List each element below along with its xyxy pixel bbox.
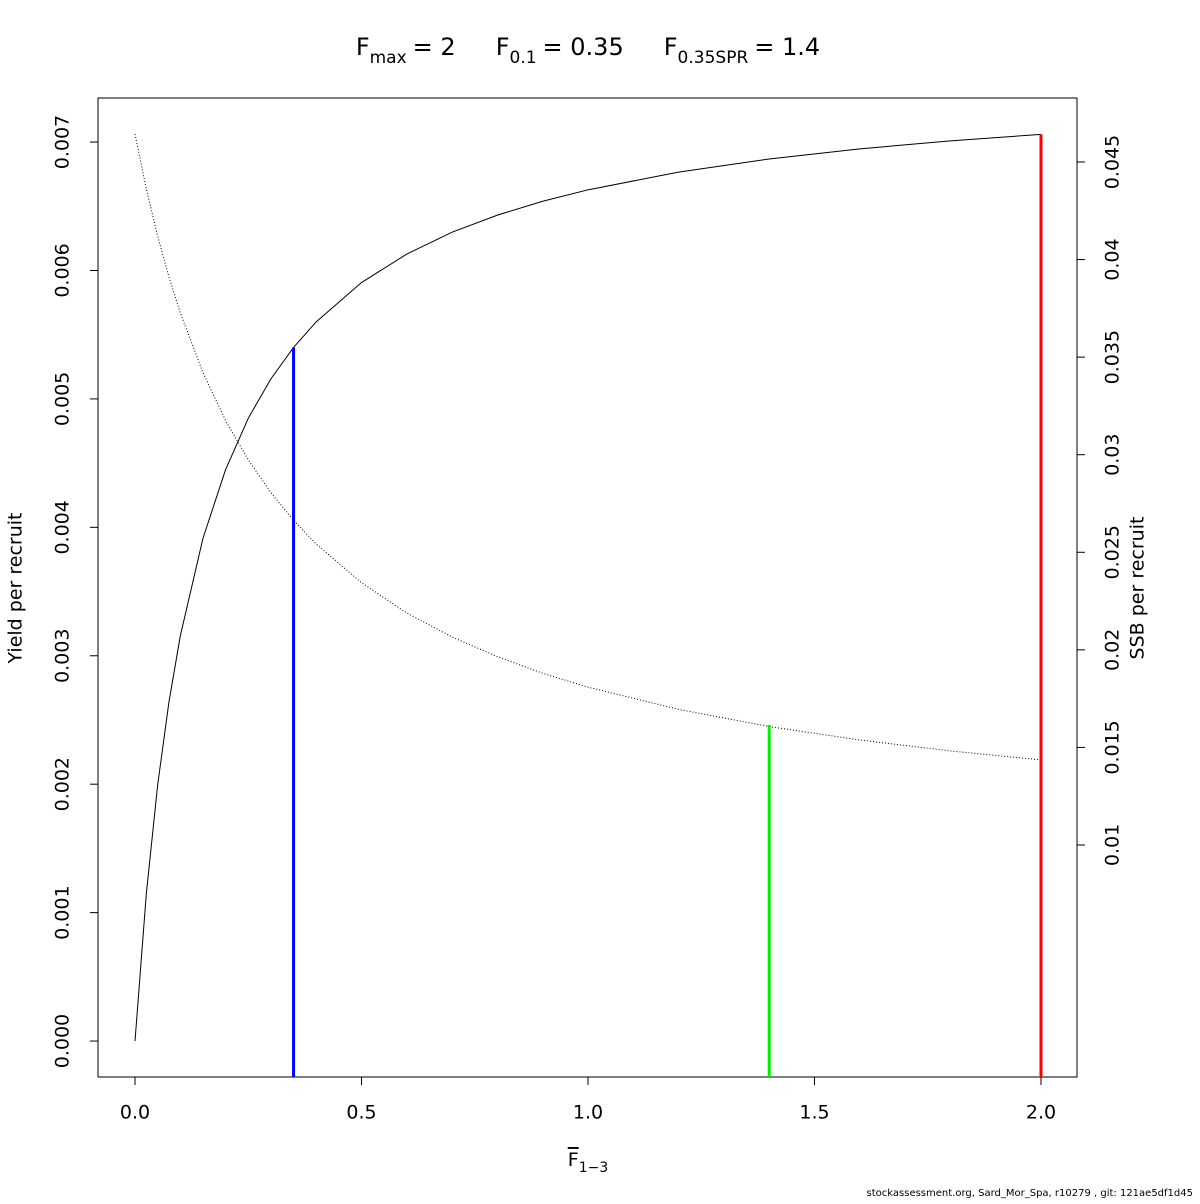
y-tick-label: 0.006 [52, 243, 74, 297]
y-tick-label: 0.002 [52, 757, 74, 811]
series-line [134, 133, 1042, 1042]
footer: stockassessment.org, Sard_Mor_Spa, r1027… [867, 1188, 1193, 1199]
chart-title: Fmax = 2 F0.1 = 0.35 F0.35SPR = 1.4 [356, 33, 820, 68]
title-subscript: max [370, 48, 407, 68]
y-tick-label: 0.005 [52, 372, 74, 426]
y2-tick-label: 0.025 [1102, 525, 1124, 579]
x-label-symbol: F [568, 1149, 579, 1171]
title-symbol: F [664, 33, 678, 61]
title-value: = 2 [413, 33, 456, 61]
x-tick-label: 2.0 [1026, 1102, 1056, 1124]
y-tick-label: 0.000 [52, 1014, 74, 1068]
x-tick-label: 1.5 [799, 1102, 829, 1124]
x-tick-label: 0.0 [120, 1102, 150, 1124]
y2-tick-label: 0.04 [1102, 238, 1124, 280]
y2-tick-label: 0.035 [1102, 330, 1124, 384]
x-axis-label: F1−3 [568, 1149, 608, 1177]
series-line [134, 133, 1042, 761]
title-value: = 1.4 [754, 33, 820, 61]
title-subscript: 0.1 [510, 48, 537, 68]
y2-tick-label: 0.045 [1102, 135, 1124, 189]
plot-frame [97, 97, 1078, 1078]
title-value: = 0.35 [543, 33, 624, 61]
title-symbol: F [356, 33, 370, 61]
y-tick-label: 0.003 [52, 629, 74, 683]
title-subscript: 0.35SPR [678, 48, 749, 68]
y-tick-label: 0.004 [52, 500, 74, 554]
x-tick-label: 1.0 [573, 1102, 603, 1124]
x-label-subscript: 1−3 [579, 1160, 609, 1176]
y2-axis-label: SSB per recruit [1127, 517, 1149, 660]
y-tick-label: 0.007 [52, 115, 74, 169]
y-axis-label: Yield per recruit [5, 513, 27, 665]
y-tick-label: 0.001 [52, 885, 74, 939]
x-tick-label: 0.5 [346, 1102, 376, 1124]
title-symbol: F [496, 33, 510, 61]
y2-tick-label: 0.03 [1102, 434, 1124, 476]
y2-tick-label: 0.01 [1102, 824, 1124, 866]
y2-tick-label: 0.02 [1102, 629, 1124, 671]
y2-tick-label: 0.015 [1102, 720, 1124, 774]
